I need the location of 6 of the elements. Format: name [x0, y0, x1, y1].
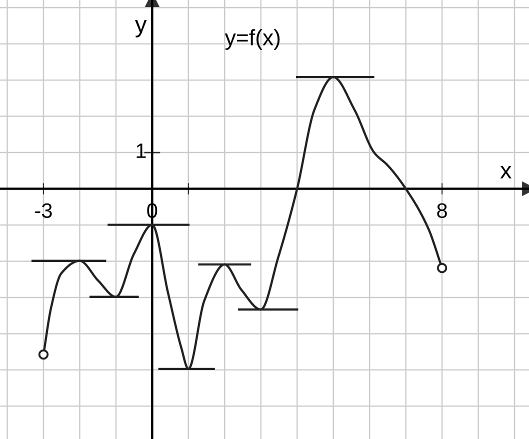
x-tick-label: 8: [437, 203, 447, 218]
text: y=f(x): [224, 29, 280, 50]
x-tick-label: -3: [35, 203, 52, 218]
y-axis-title: y: [134, 20, 147, 38]
x-axis-title: x: [500, 166, 512, 178]
annotation: 1: [136, 144, 146, 158]
